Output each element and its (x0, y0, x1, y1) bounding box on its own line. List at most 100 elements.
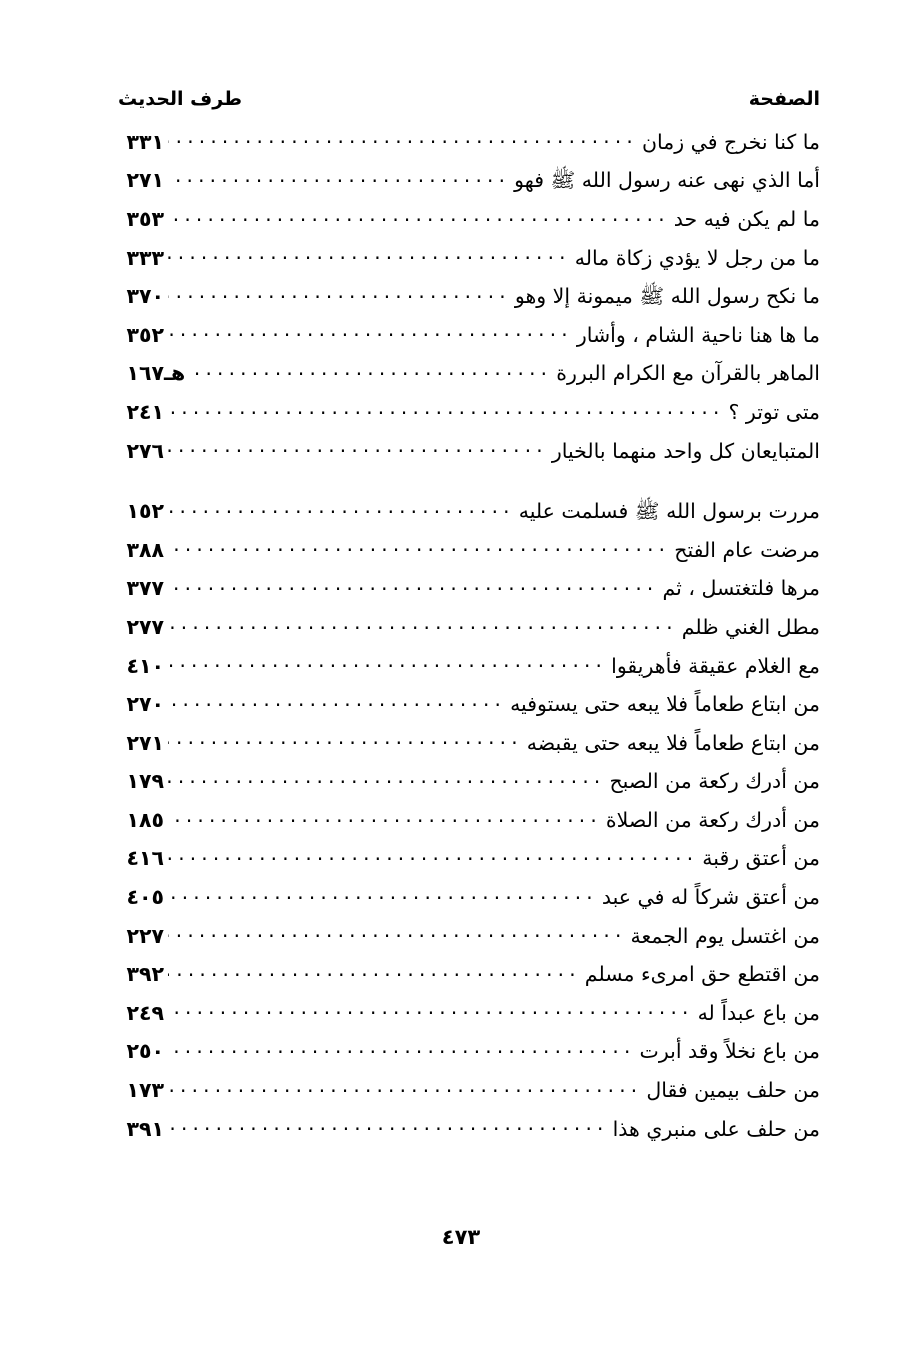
entry-title: من اغتسل يوم الجمعة (630, 923, 820, 948)
entry-title: مرها فلتغتسل ، ثم (662, 576, 820, 601)
index-entry-row[interactable]: ما من رجل لا يؤدي زكاة ماله ٣٣٣ (118, 245, 820, 284)
index-content: طرف الحديث الصفحة ما كنا نخرج في زمان ٣٣١… (118, 88, 820, 1154)
entry-page-number: ٢٥٠ (126, 1039, 164, 1064)
entry-dot-leader (168, 845, 698, 865)
entry-title: متى توتر ؟ (728, 399, 820, 424)
entry-title: ما كنا نخرج في زمان (641, 129, 820, 154)
entry-page-number: ٤٠٥ (126, 885, 164, 910)
index-entry-row[interactable]: مررت برسول الله ﷺ فسلمت عليه ١٥٢ (118, 498, 820, 537)
entry-dot-leader (168, 206, 670, 226)
column-header-page: الصفحة (748, 88, 820, 110)
entry-dot-leader (168, 245, 571, 265)
entry-page-number: ٣٧٠ (126, 284, 164, 309)
index-entry-row[interactable]: من اقتطع حق امرىء مسلم ٣٩٢ (118, 961, 820, 1000)
entry-title: الماهر بالقرآن مع الكرام البررة (556, 361, 820, 386)
entry-dot-leader (168, 768, 605, 788)
entry-page-number: ٢٧١ (126, 168, 164, 193)
entry-page-number: ٣٧٧ (126, 576, 164, 601)
entry-dot-leader (168, 1077, 642, 1097)
index-entry-row[interactable]: من حلف بيمين فقال ١٧٣ (118, 1077, 820, 1116)
entry-dot-leader (168, 399, 725, 419)
entry-title: من باع نخلاً وقد أبرت (639, 1039, 820, 1064)
entry-title: مرضت عام الفتح (674, 537, 820, 562)
entry-title: ما ها هنا ناحية الشام ، وأشار (576, 322, 820, 347)
index-entry-row[interactable]: من ابتاع طعاماً فلا يبعه حتى يقبضه ٢٧١ (118, 730, 820, 769)
entry-dot-leader (168, 1038, 636, 1058)
entry-dot-leader (168, 730, 523, 750)
entry-page-number: ١٧٣ (126, 1078, 164, 1103)
index-entry-row[interactable]: من ابتاع طعاماً فلا يبعه حتى يستوفيه ٢٧٠ (118, 691, 820, 730)
entry-title: من أدرك ركعة من الصبح (609, 769, 820, 794)
entry-page-number: ٣٥٢ (126, 322, 164, 347)
entry-page-number: ٣٣١ (126, 129, 164, 154)
entry-dot-leader (191, 360, 552, 380)
entry-page-number: ٢٧١ (126, 730, 164, 755)
entry-title: ما نكح رسول الله ﷺ ميمونة إلا وهو (514, 284, 820, 309)
index-entry-row[interactable]: ما ها هنا ناحية الشام ، وأشار ٣٥٢ (118, 322, 820, 361)
entry-page-number: ١٨٥ (126, 807, 164, 832)
entry-page-suffix: هـ (164, 361, 186, 386)
entry-dot-leader (168, 537, 670, 557)
entry-dot-leader (168, 129, 638, 149)
entry-page-number: ١٦٧ (126, 361, 164, 386)
entry-dot-leader (168, 614, 678, 634)
entry-page-number: ٤١٠ (126, 653, 164, 678)
entry-page-number: ٣٥٣ (126, 206, 164, 231)
index-entry-row[interactable]: مطل الغني ظلم ٢٧٧ (118, 614, 820, 653)
index-entry-row[interactable]: مرضت عام الفتح ٣٨٨ (118, 537, 820, 576)
entry-dot-leader (168, 438, 548, 458)
entry-title: من أدرك ركعة من الصلاة (605, 807, 820, 832)
index-entry-row[interactable]: من أعتق شركاً له في عبد ٤٠٥ (118, 884, 820, 923)
index-entry-row[interactable]: أما الذي نهى عنه رسول الله ﷺ فهو ٢٧١ (118, 167, 820, 206)
index-entry-row[interactable]: ما نكح رسول الله ﷺ ميمونة إلا وهو ٣٧٠ (118, 283, 820, 322)
entry-dot-leader (168, 283, 511, 303)
entry-title: من أعتق رقبة (702, 846, 820, 871)
entry-dot-leader (168, 653, 607, 673)
entry-spacer (118, 476, 820, 498)
index-column-headers: طرف الحديث الصفحة (118, 88, 820, 111)
entry-page-number: ٢٧٠ (126, 692, 164, 717)
entry-page-number: ٣٨٨ (126, 537, 164, 562)
entry-title: ما من رجل لا يؤدي زكاة ماله (574, 245, 820, 270)
index-entry-list: ما كنا نخرج في زمان ٣٣١ أما الذي نهى عنه ر… (118, 129, 820, 1154)
entry-page-number: ٢٤٩ (126, 1000, 164, 1025)
entry-page-number: ٣٩٢ (126, 962, 164, 987)
index-entry-row[interactable]: من حلف على منبري هذا ٣٩١ (118, 1116, 820, 1155)
index-entry-row[interactable]: من باع عبداً له ٢٤٩ (118, 1000, 820, 1039)
index-entry-row[interactable]: متى توتر ؟ ٢٤١ (118, 399, 820, 438)
entry-title: من حلف بيمين فقال (646, 1078, 820, 1103)
index-entry-row[interactable]: ما لم يكن فيه حد ٣٥٣ (118, 206, 820, 245)
entry-page-number: ٤١٦ (126, 846, 164, 871)
entry-dot-leader (168, 884, 598, 904)
index-entry-row[interactable]: مرها فلتغتسل ، ثم ٣٧٧ (118, 575, 820, 614)
entry-dot-leader (168, 923, 627, 943)
index-entry-row[interactable]: من أدرك ركعة من الصلاة ١٨٥ (118, 807, 820, 846)
entry-dot-leader (168, 322, 573, 342)
entry-title: من باع عبداً له (697, 1000, 820, 1025)
column-header-hadith-incipit: طرف الحديث (118, 88, 242, 110)
entry-dot-leader (168, 498, 515, 518)
index-entry-row[interactable]: من أعتق رقبة ٤١٦ (118, 845, 820, 884)
entry-title: ما لم يكن فيه حد (673, 206, 820, 231)
entry-title: من حلف على منبري هذا (612, 1116, 820, 1141)
entry-dot-leader (168, 961, 581, 981)
index-entry-row[interactable]: من باع نخلاً وقد أبرت ٢٥٠ (118, 1038, 820, 1077)
entry-title: مطل الغني ظلم (681, 614, 820, 639)
entry-page-number: ٢٧٧ (126, 614, 164, 639)
entry-title: مع الغلام عقيقة فأهريقوا (611, 653, 820, 678)
index-entry-row[interactable]: المتبايعان كل واحد منهما بالخيار ٢٧٦ (118, 438, 820, 477)
index-entry-row[interactable]: من اغتسل يوم الجمعة ٢٢٧ (118, 923, 820, 962)
index-entry-row[interactable]: من أدرك ركعة من الصبح ١٧٩ (118, 768, 820, 807)
entry-page-number: ١٧٩ (126, 769, 164, 794)
entry-title: مررت برسول الله ﷺ فسلمت عليه (518, 499, 820, 524)
entry-page-number: ٢٧٦ (126, 438, 164, 463)
entry-title: من اقتطع حق امرىء مسلم (584, 962, 820, 987)
entry-dot-leader (168, 691, 506, 711)
entry-title: من ابتاع طعاماً فلا يبعه حتى يستوفيه (510, 692, 820, 717)
entry-title: أما الذي نهى عنه رسول الله ﷺ فهو (514, 168, 820, 193)
entry-dot-leader (168, 807, 602, 827)
index-entry-row[interactable]: ما كنا نخرج في زمان ٣٣١ (118, 129, 820, 168)
index-entry-row[interactable]: مع الغلام عقيقة فأهريقوا ٤١٠ (118, 653, 820, 692)
